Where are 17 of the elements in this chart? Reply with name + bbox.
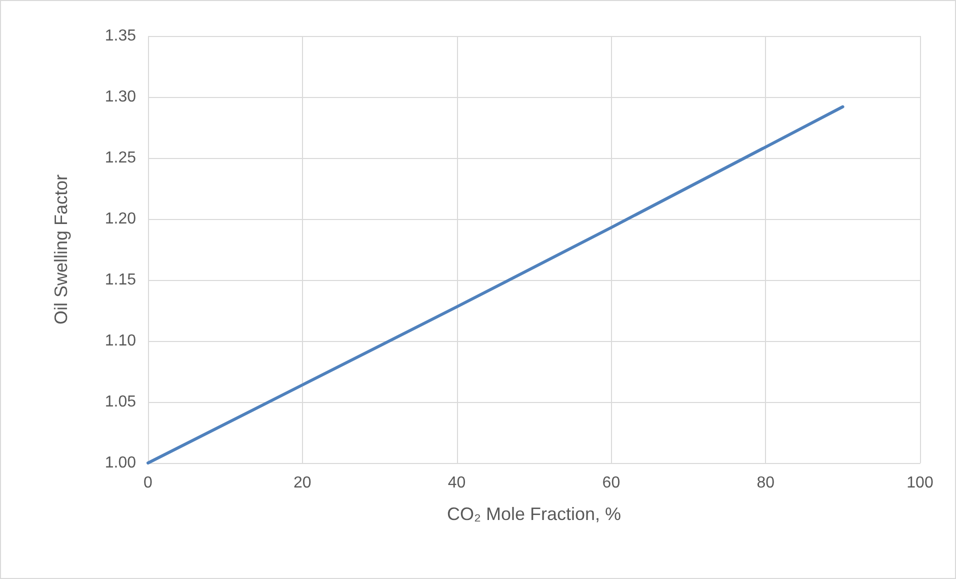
y-tick-label: 1.35: [104, 28, 136, 44]
x-axis-title: CO₂ Mole Fraction, %: [446, 504, 622, 524]
x-tick-label: 80: [756, 474, 775, 492]
y-axis-title: Oil Swelling Factor: [51, 174, 71, 325]
y-tick-label: 1.10: [104, 332, 136, 350]
y-tick-label: 1.25: [104, 150, 136, 166]
x-tick-label: 20: [294, 474, 312, 492]
y-tick-label: 1.15: [104, 272, 136, 288]
y-tick-label: 1.30: [104, 88, 136, 106]
x-tick-label: 40: [448, 474, 466, 492]
y-tick-label: 1.00: [104, 454, 136, 472]
x-tick-label: 60: [602, 474, 620, 492]
x-tick-label: 0: [144, 474, 153, 492]
line-series: [146, 105, 844, 464]
y-tick-label: 1.20: [104, 210, 136, 228]
y-tick-label: 1.05: [104, 394, 136, 410]
x-tick-label: 100: [906, 474, 934, 492]
